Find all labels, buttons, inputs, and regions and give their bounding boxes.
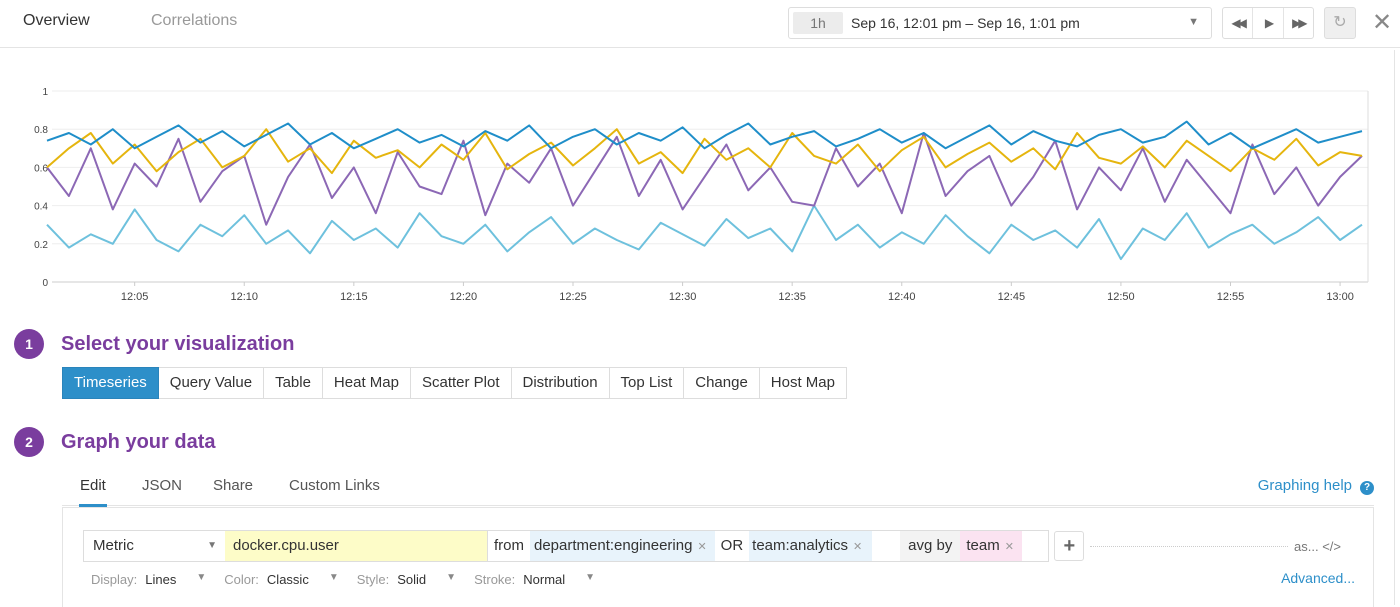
step-1-badge: 1: [14, 329, 44, 359]
help-icon: ?: [1360, 481, 1374, 495]
tag-label: team:analytics: [752, 537, 849, 554]
query-type-label: Metric: [93, 537, 134, 554]
aggregation-select[interactable]: avg by: [900, 531, 961, 561]
remove-tag-icon[interactable]: ✕: [697, 541, 707, 553]
x-tick-label: 13:00: [1326, 291, 1354, 303]
tag-department-engineering[interactable]: department:engineering ✕: [530, 531, 715, 561]
graphing-help-label: Graphing help: [1257, 477, 1352, 494]
close-icon[interactable]: ✕: [1372, 9, 1393, 36]
query-type-select[interactable]: Metric ▼: [84, 531, 225, 561]
y-tick-label: 0.8: [34, 125, 48, 136]
scrollbar[interactable]: [1394, 50, 1395, 605]
group-label: team: [966, 537, 1000, 554]
viz-timeseries[interactable]: Timeseries: [62, 367, 159, 399]
display-label: Display:: [91, 572, 138, 587]
visualization-picker: Timeseries Query Value Table Heat Map Sc…: [62, 367, 847, 399]
tab-correlations[interactable]: Correlations: [151, 12, 238, 29]
series-line: [46, 132, 1363, 226]
remove-tag-icon[interactable]: ✕: [853, 541, 863, 553]
time-span-badge[interactable]: 1h: [793, 12, 843, 34]
viz-change[interactable]: Change: [684, 367, 760, 399]
graphing-help-link[interactable]: Graphing help?: [1258, 477, 1374, 495]
x-tick-label: 12:25: [559, 291, 587, 303]
display-select[interactable]: Lines: [145, 572, 177, 587]
from-label: from: [487, 531, 530, 561]
display-options: Display: Lines ▼ Color: Classic ▼ Style: Soli…: [91, 572, 613, 587]
time-navigation: ◀◀ ▶ ▶▶: [1222, 7, 1314, 39]
viz-top-list[interactable]: Top List: [609, 367, 685, 399]
x-tick-label: 12:50: [1107, 291, 1135, 303]
viz-scatter-plot[interactable]: Scatter Plot: [410, 367, 512, 399]
timeseries-chart: 0 0.2 0.4 0.6 0.8 1 12:05 12:10 12:15 12:20 12:25 1…: [34, 87, 1369, 303]
series-line: [46, 120, 1363, 150]
x-tick-label: 12:30: [669, 291, 697, 303]
rewind-icon[interactable]: ◀◀: [1223, 8, 1254, 38]
x-tick-label: 12:40: [888, 291, 916, 303]
x-tick-label: 12:45: [998, 291, 1026, 303]
step-2-badge: 2: [14, 427, 44, 457]
alias-label: as...: [1294, 538, 1319, 554]
viz-distribution[interactable]: Distribution: [511, 367, 610, 399]
step-1-title: Select your visualization: [61, 333, 295, 355]
tab-json[interactable]: JSON: [142, 477, 183, 494]
chevron-down-icon[interactable]: ▼: [446, 572, 457, 583]
chevron-down-icon[interactable]: ▼: [585, 572, 596, 583]
y-tick-label: 0.4: [34, 202, 48, 213]
chevron-down-icon[interactable]: ▼: [196, 572, 207, 583]
fast-forward-icon[interactable]: ▶▶: [1292, 16, 1308, 30]
y-tick-label: 0.2: [34, 240, 48, 251]
x-tick-label: 12:15: [340, 291, 368, 303]
divider: [1090, 545, 1288, 547]
time-range-selector[interactable]: 1h Sep 16, 12:01 pm – Sep 16, 1:01 pm ▼: [788, 7, 1212, 39]
tag-input-spacer[interactable]: [872, 531, 900, 561]
tab-overview[interactable]: Overview: [23, 12, 90, 29]
remove-group-icon[interactable]: ✕: [1004, 541, 1014, 553]
advanced-link[interactable]: Advanced...: [1281, 570, 1355, 586]
x-tick-label: 12:20: [450, 291, 478, 303]
style-select[interactable]: Solid: [397, 572, 427, 587]
stroke-select[interactable]: Normal: [523, 572, 566, 587]
group-input-spacer[interactable]: [1022, 531, 1048, 561]
metric-input[interactable]: docker.cpu.user: [225, 531, 487, 561]
group-by-team[interactable]: team ✕: [960, 531, 1023, 561]
tag-label: department:engineering: [534, 537, 693, 554]
y-tick-label: 0.6: [34, 163, 48, 174]
x-tick-label: 12:05: [121, 291, 149, 303]
alias-control[interactable]: as... </>: [1294, 539, 1341, 554]
reset-icon[interactable]: ↻: [1324, 7, 1356, 39]
or-label: OR: [720, 537, 744, 554]
color-select[interactable]: Classic: [266, 572, 309, 587]
x-tick-label: 12:55: [1217, 291, 1245, 303]
chevron-down-icon: ▼: [1188, 16, 1199, 28]
x-tick-label: 12:10: [230, 291, 258, 303]
tab-share[interactable]: Share: [213, 477, 254, 494]
series-line: [46, 204, 1363, 261]
y-tick-label: 0: [42, 278, 48, 289]
tab-custom-links[interactable]: Custom Links: [289, 477, 380, 494]
chevron-down-icon: ▼: [207, 540, 217, 551]
series-line: [46, 128, 1363, 175]
query-editor: Metric ▼ docker.cpu.user from department:…: [62, 507, 1374, 607]
query-row: Metric ▼ docker.cpu.user from department:…: [83, 530, 1050, 562]
y-tick-label: 1: [42, 87, 48, 98]
editor-tabs: Edit JSON Share Custom Links Graphing he…: [62, 474, 1374, 507]
chevron-down-icon[interactable]: ▼: [328, 572, 339, 583]
top-bar: Overview Correlations 1h Sep 16, 12:01 p…: [0, 0, 1400, 48]
play-icon[interactable]: ▶: [1253, 8, 1284, 38]
x-tick-label: 12:35: [778, 291, 806, 303]
style-label: Style:: [356, 572, 390, 587]
code-icon[interactable]: </>: [1322, 538, 1341, 554]
viz-host-map[interactable]: Host Map: [759, 367, 847, 399]
viz-query-value[interactable]: Query Value: [158, 367, 265, 399]
query-line: Metric ▼ docker.cpu.user from department:…: [83, 529, 1341, 563]
tag-team-analytics[interactable]: team:analytics ✕: [749, 531, 873, 561]
step-2-title: Graph your data: [61, 431, 216, 453]
time-range-text: Sep 16, 12:01 pm – Sep 16, 1:01 pm: [851, 15, 1080, 31]
color-label: Color:: [224, 572, 259, 587]
tab-edit[interactable]: Edit: [79, 477, 107, 507]
viz-heat-map[interactable]: Heat Map: [322, 367, 411, 399]
add-query-button[interactable]: +: [1054, 531, 1085, 561]
viz-table[interactable]: Table: [264, 367, 323, 399]
stroke-label: Stroke:: [474, 572, 516, 587]
